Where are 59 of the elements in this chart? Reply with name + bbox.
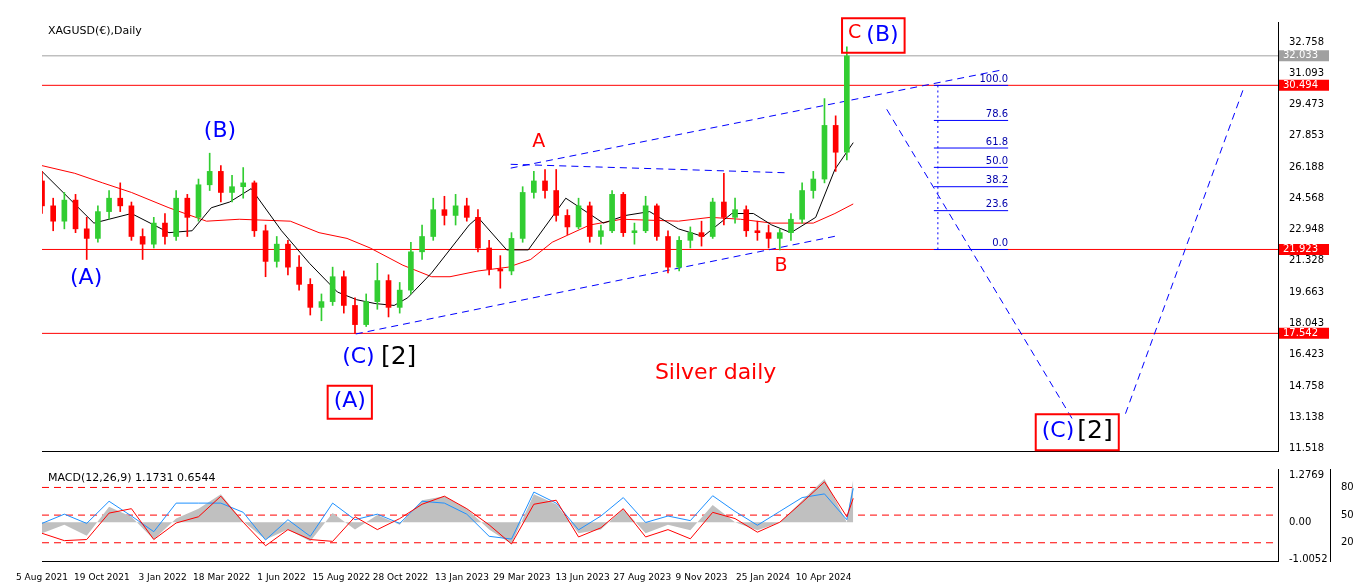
ref-line-label: 21.923 xyxy=(1283,243,1318,255)
x-tick-label: 5 Aug 2021 xyxy=(16,571,68,582)
x-tick-label: 10 Apr 2024 xyxy=(795,571,852,582)
ref-line-label: 30.494 xyxy=(1283,78,1318,90)
x-tick-label: 9 Nov 2023 xyxy=(675,571,728,582)
x-tick-label: 27 Aug 2023 xyxy=(613,571,672,582)
chart-title: MACD(12,26,9) 1.1731 0.6544 xyxy=(48,471,216,485)
annotation: C xyxy=(848,19,862,42)
annotation: A xyxy=(532,128,546,151)
y-tick-label: 24.568 xyxy=(1289,192,1324,204)
annotation: 50.0 xyxy=(985,154,1009,166)
y-tick-label: 27.853 xyxy=(1289,129,1324,141)
ref-line-label: 17.542 xyxy=(1283,326,1318,338)
x-tick-label: 3 Jan 2022 xyxy=(138,571,187,582)
x-tick-label: 18 Mar 2022 xyxy=(193,571,251,582)
chart-title: XAGUSD(€),Daily xyxy=(48,24,143,38)
y-tick-label: 18.043 xyxy=(1289,317,1324,329)
y-tick-label: 14.758 xyxy=(1289,380,1324,392)
y-tick-label: 21.328 xyxy=(1289,254,1324,266)
x-tick-label: 25 Jan 2024 xyxy=(736,571,791,582)
y-tick-label: 11.518 xyxy=(1289,442,1324,454)
x-tick-label: 1 Jun 2022 xyxy=(257,571,306,582)
annotation: 23.6 xyxy=(985,198,1009,210)
x-tick-label: 13 Jun 2023 xyxy=(555,571,610,582)
y-tick-label: 31.093 xyxy=(1289,67,1324,79)
annotation: (B) xyxy=(203,116,237,142)
x-tick-label: 13 Jan 2023 xyxy=(435,571,489,582)
annotation: Silver daily xyxy=(654,359,777,385)
y-tick-label: 1.2769 xyxy=(1289,468,1324,480)
annotation: 100.0 xyxy=(979,72,1009,84)
annotation: 38.2 xyxy=(985,174,1009,186)
annotation: B xyxy=(774,253,788,276)
ref-line-label: 32.033 xyxy=(1283,49,1318,61)
annotation: [2] xyxy=(1077,415,1113,445)
annotation: (A) xyxy=(70,263,103,289)
y-tick-label: 16.423 xyxy=(1289,348,1324,360)
x-tick-label: 15 Aug 2022 xyxy=(312,571,371,582)
y-tick-label: 19.663 xyxy=(1289,286,1324,298)
y-tick-label: 13.138 xyxy=(1289,411,1324,423)
y-tick-label: 26.188 xyxy=(1289,161,1324,173)
y-tick-label: 22.948 xyxy=(1289,223,1324,235)
annotation: (C) xyxy=(342,342,375,368)
annotation: 0.0 xyxy=(992,237,1009,249)
y2-tick-label: 50 xyxy=(1341,508,1354,520)
y2-tick-label: 20 xyxy=(1341,536,1354,548)
y-tick-label: 29.473 xyxy=(1289,98,1324,110)
y-tick-label: -1.0052 xyxy=(1289,552,1328,564)
x-tick-label: 29 Mar 2023 xyxy=(493,571,551,582)
y-tick-label: 32.758 xyxy=(1289,35,1324,47)
annotation: (A) xyxy=(333,387,366,413)
annotation: [2] xyxy=(380,340,417,370)
y2-tick-label: 80 xyxy=(1341,481,1354,493)
annotation: 78.6 xyxy=(985,108,1009,120)
x-tick-label: 28 Oct 2022 xyxy=(372,571,429,582)
annotation: 61.8 xyxy=(985,135,1009,147)
x-tick-label: 19 Oct 2021 xyxy=(74,571,130,582)
y-tick-label: 0.00 xyxy=(1289,515,1312,527)
annotation: (B) xyxy=(866,21,899,47)
annotation: (C) xyxy=(1041,417,1075,443)
